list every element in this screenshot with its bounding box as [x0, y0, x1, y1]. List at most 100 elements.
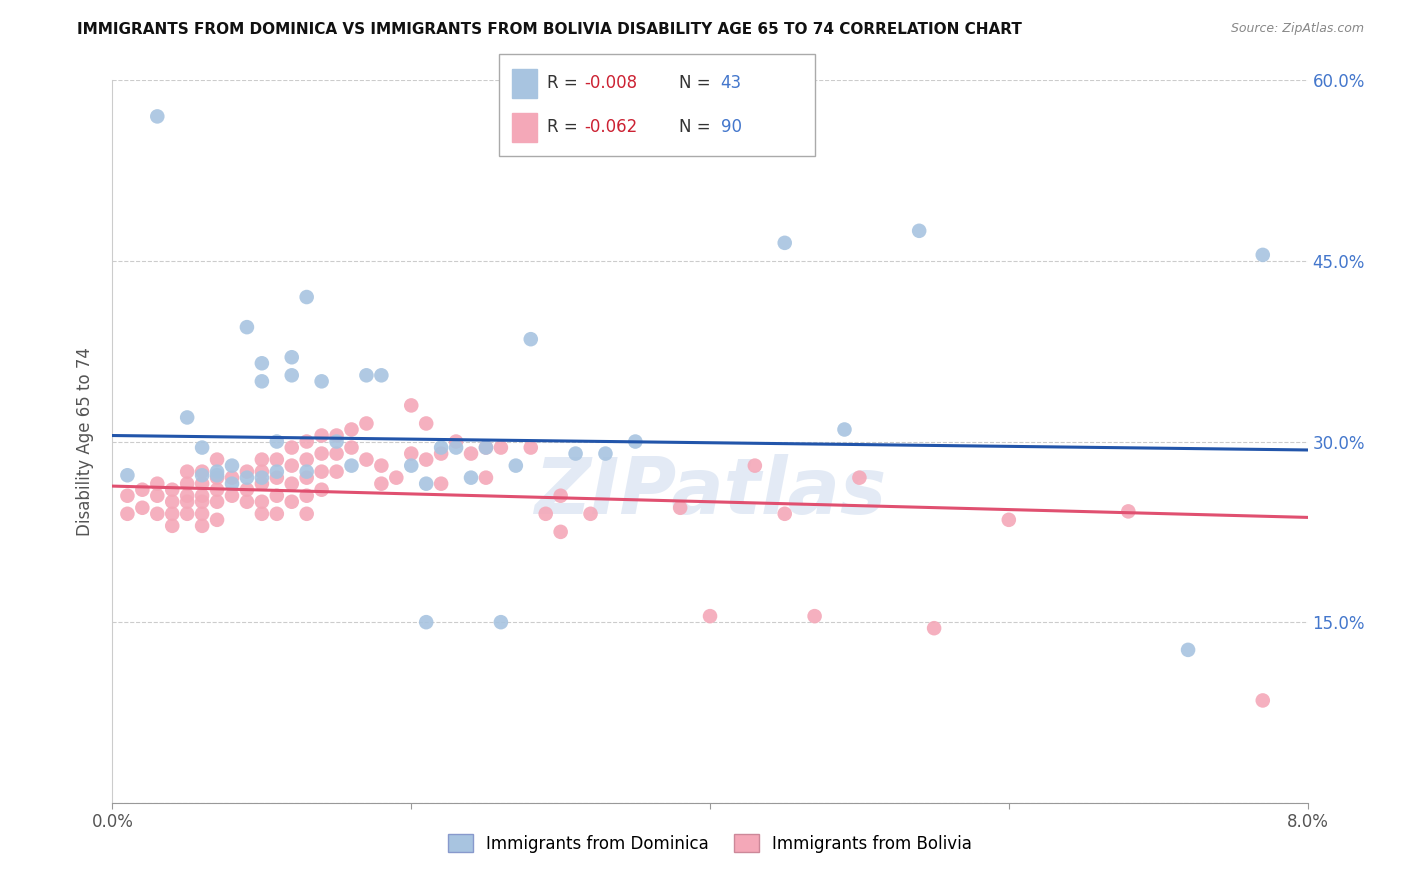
Point: [162, 483, 183, 497]
Point: [236, 465, 259, 479]
Point: [205, 468, 228, 483]
Point: [908, 224, 931, 238]
Point: [221, 476, 243, 491]
Point: [236, 483, 259, 497]
Point: [385, 470, 408, 484]
Point: [370, 476, 392, 491]
Point: [475, 441, 498, 455]
Point: [325, 434, 347, 449]
Point: [356, 417, 378, 431]
Point: [669, 500, 692, 515]
Point: [773, 235, 796, 250]
Point: [550, 489, 572, 503]
Point: [311, 446, 333, 460]
Point: [325, 465, 347, 479]
Point: [444, 434, 467, 449]
Text: 90: 90: [720, 119, 741, 136]
Point: [266, 470, 288, 484]
Point: [281, 458, 304, 473]
Point: [266, 507, 288, 521]
Text: N =: N =: [679, 119, 716, 136]
Point: [475, 470, 498, 484]
Point: [1177, 643, 1199, 657]
Point: [370, 458, 392, 473]
Text: IMMIGRANTS FROM DOMINICA VS IMMIGRANTS FROM BOLIVIA DISABILITY AGE 65 TO 74 CORR: IMMIGRANTS FROM DOMINICA VS IMMIGRANTS F…: [77, 22, 1022, 37]
Point: [117, 507, 139, 521]
Point: [250, 374, 273, 388]
Point: [340, 422, 363, 436]
Point: [550, 524, 572, 539]
Point: [415, 417, 437, 431]
Point: [205, 483, 228, 497]
Text: -0.008: -0.008: [585, 74, 638, 92]
Point: [773, 507, 796, 521]
Point: [295, 489, 318, 503]
Point: [311, 465, 333, 479]
Y-axis label: Disability Age 65 to 74: Disability Age 65 to 74: [76, 347, 94, 536]
Point: [146, 476, 169, 491]
Point: [444, 441, 467, 455]
Point: [205, 513, 228, 527]
Point: [489, 441, 512, 455]
Point: [295, 465, 318, 479]
FancyBboxPatch shape: [499, 54, 815, 156]
Point: [146, 489, 169, 503]
Point: [250, 452, 273, 467]
Point: [176, 489, 198, 503]
Point: [176, 410, 198, 425]
Point: [176, 476, 198, 491]
Point: [1251, 693, 1274, 707]
Point: [221, 470, 243, 484]
Point: [131, 500, 153, 515]
Point: [205, 494, 228, 508]
Point: [564, 446, 586, 460]
Point: [191, 465, 214, 479]
Point: [176, 465, 198, 479]
Point: [520, 332, 543, 346]
Point: [266, 434, 288, 449]
Point: [922, 621, 945, 635]
Point: [176, 494, 198, 508]
Point: [415, 615, 437, 630]
Point: [624, 434, 647, 449]
Point: [281, 441, 304, 455]
Point: [803, 609, 825, 624]
Point: [401, 446, 423, 460]
Point: [595, 446, 617, 460]
Point: [295, 470, 318, 484]
Point: [250, 507, 273, 521]
Point: [191, 507, 214, 521]
Point: [356, 452, 378, 467]
Point: [131, 483, 153, 497]
Point: [311, 374, 333, 388]
Point: [205, 465, 228, 479]
Point: [281, 368, 304, 383]
Point: [1118, 504, 1140, 518]
Point: [191, 476, 214, 491]
Point: [356, 368, 378, 383]
Point: [250, 470, 273, 484]
Text: Source: ZipAtlas.com: Source: ZipAtlas.com: [1230, 22, 1364, 36]
FancyBboxPatch shape: [512, 113, 537, 142]
Point: [162, 494, 183, 508]
Point: [162, 518, 183, 533]
Point: [117, 489, 139, 503]
Point: [340, 458, 363, 473]
Point: [401, 398, 423, 412]
Point: [370, 368, 392, 383]
Point: [250, 476, 273, 491]
Point: [520, 441, 543, 455]
Point: [236, 320, 259, 334]
Point: [475, 441, 498, 455]
Point: [311, 483, 333, 497]
Point: [266, 452, 288, 467]
Point: [325, 446, 347, 460]
Point: [1251, 248, 1274, 262]
Point: [295, 452, 318, 467]
Point: [146, 109, 169, 123]
Point: [430, 476, 453, 491]
Point: [191, 489, 214, 503]
Point: [848, 470, 870, 484]
Point: [311, 428, 333, 442]
Point: [250, 494, 273, 508]
